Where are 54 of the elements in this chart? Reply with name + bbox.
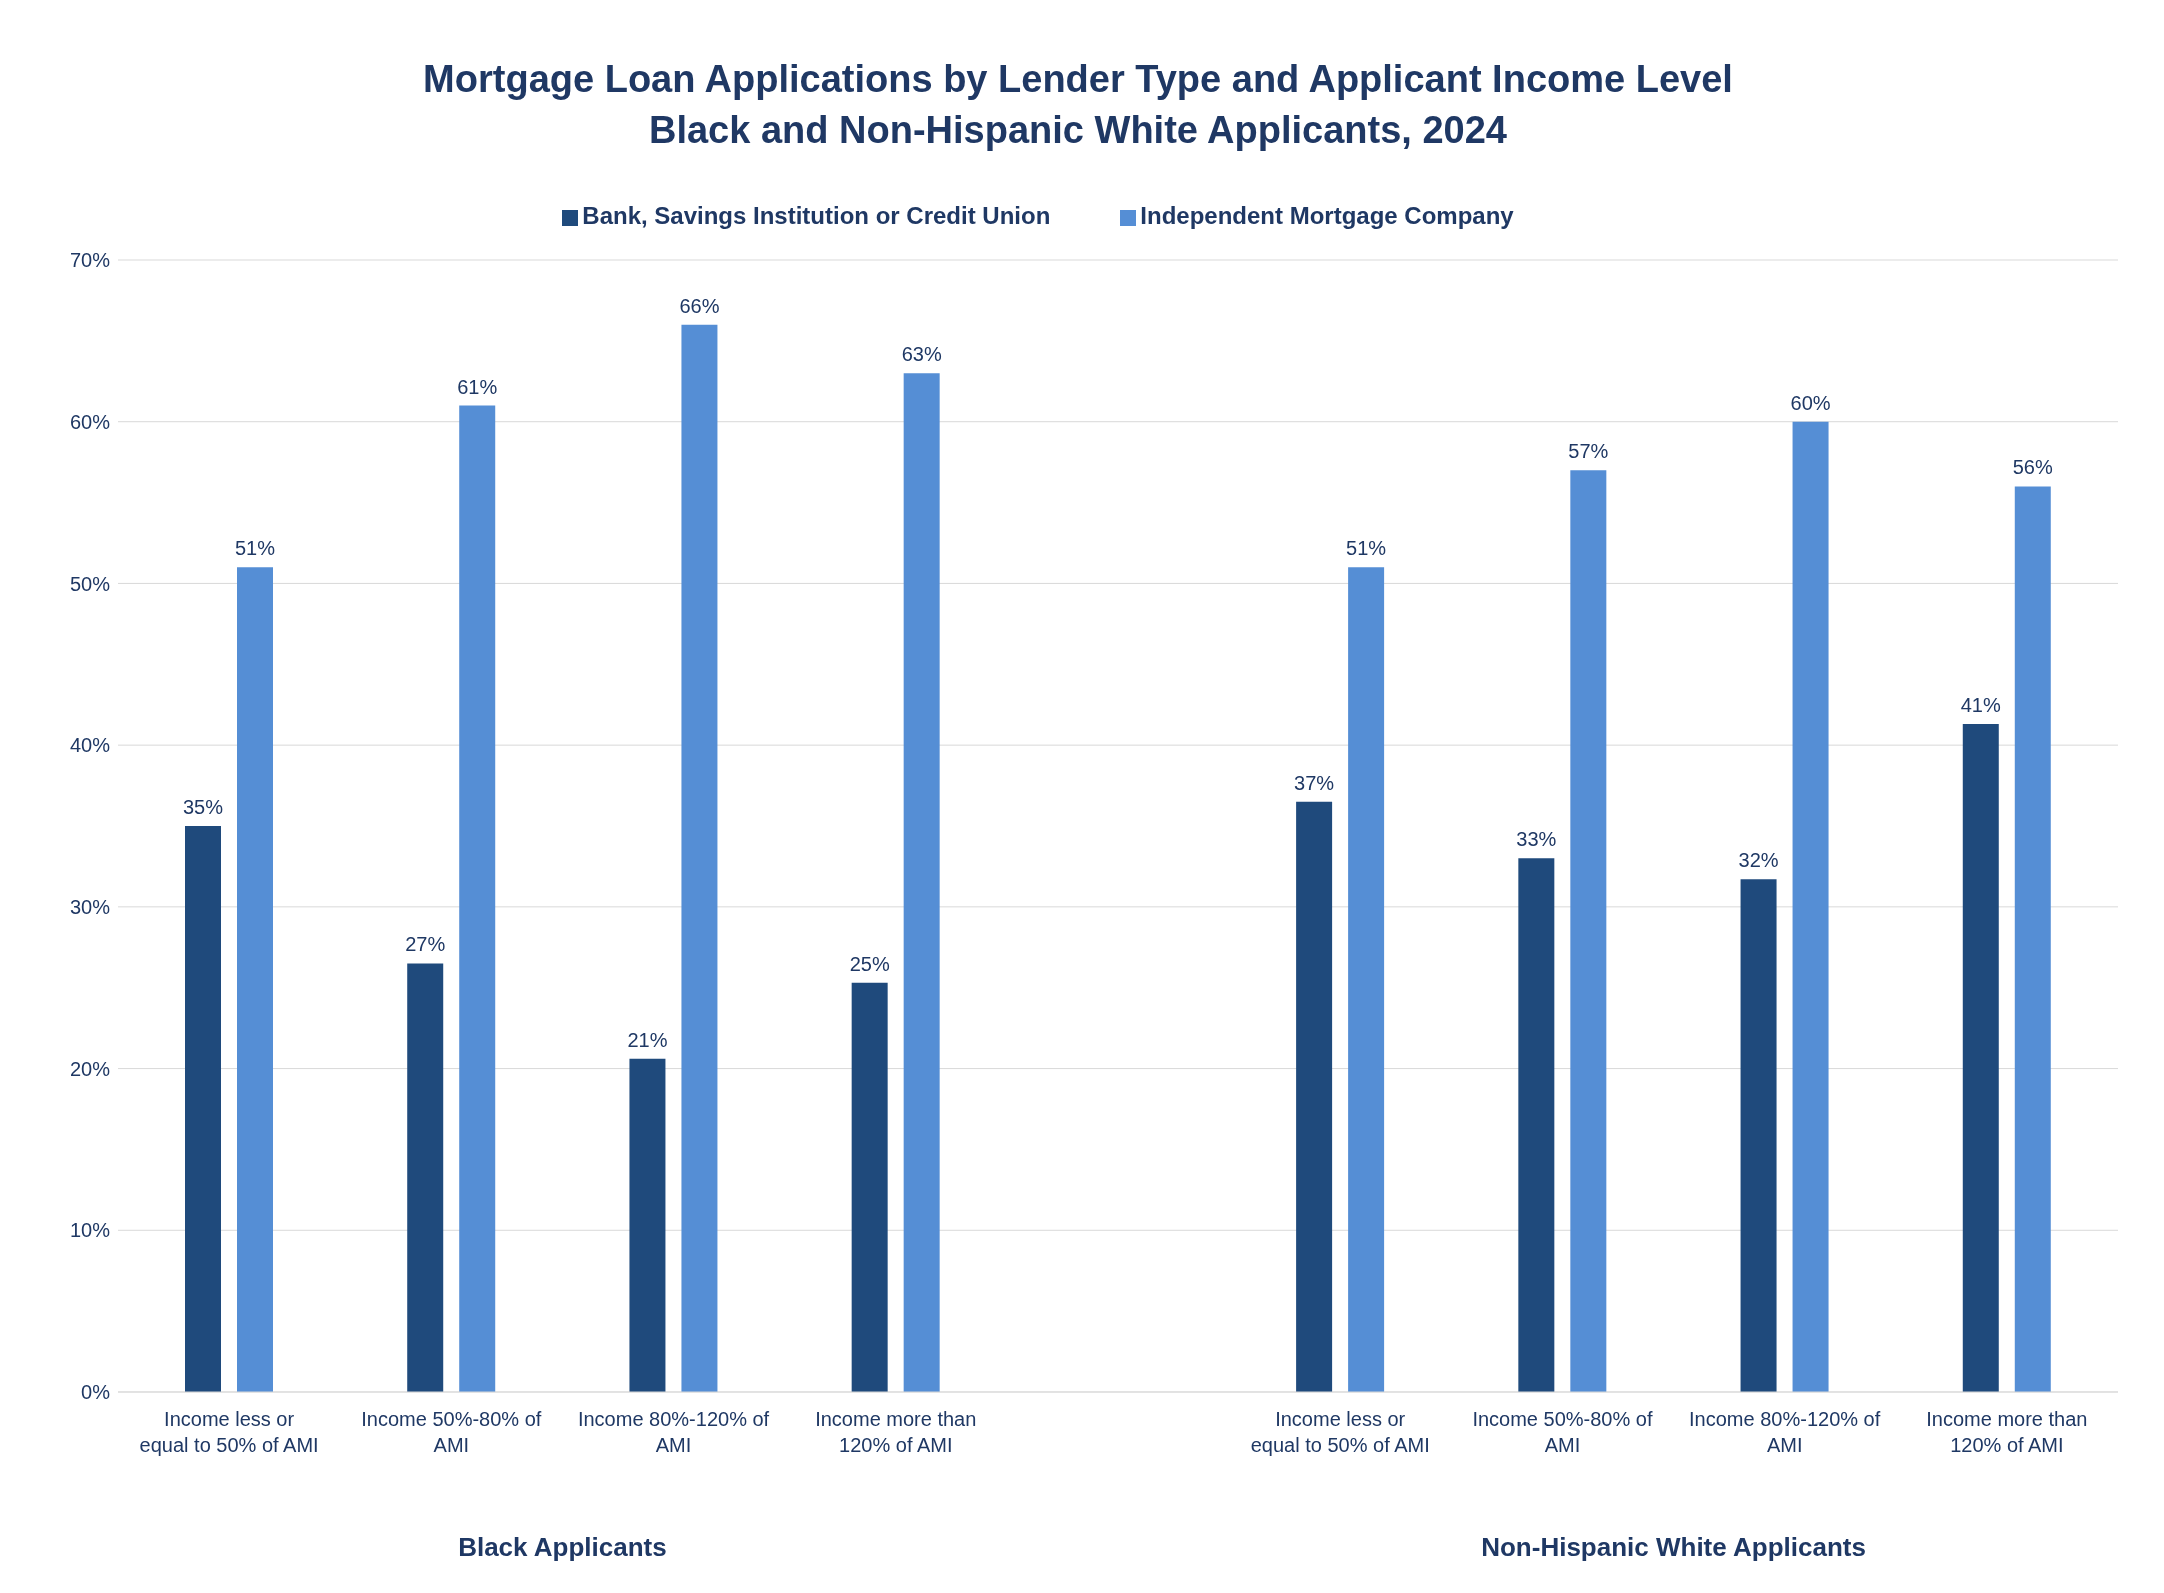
- legend-label: Independent Mortgage Company: [1140, 202, 1514, 229]
- bar: [1740, 879, 1777, 1392]
- data-label: 21%: [627, 1028, 668, 1051]
- data-label: 51%: [1346, 537, 1387, 560]
- bar: [459, 405, 496, 1392]
- legend-label: Bank, Savings Institution or Credit Union: [582, 202, 1051, 229]
- data-label: 37%: [1294, 771, 1335, 794]
- data-label: 66%: [679, 294, 720, 317]
- bar: [2014, 486, 2051, 1392]
- bar: [1348, 567, 1385, 1392]
- data-label: 35%: [182, 796, 224, 818]
- data-label: 41%: [1960, 694, 2002, 717]
- y-tick-label: 20%: [69, 1057, 111, 1080]
- bar: [185, 826, 221, 1392]
- data-label: 56%: [2012, 456, 2054, 479]
- y-tick-label: 60%: [69, 410, 111, 433]
- bar: [629, 1058, 666, 1392]
- y-tick-label: 50%: [69, 572, 111, 595]
- x-tick-label: Income less or equal to 50% of AMI: [139, 1408, 319, 1456]
- bar: [851, 982, 888, 1392]
- data-label: 51%: [234, 537, 276, 560]
- data-label: 25%: [849, 952, 890, 975]
- bar: [1962, 724, 1999, 1392]
- chart-title: Mortgage Loan Applications by Lender Type and Applicant Income Level: [422, 57, 1734, 101]
- data-label: 32%: [1738, 849, 1779, 872]
- bar: [407, 963, 444, 1392]
- x-tick-label: Income 50%-80% of AMI: [361, 1408, 542, 1456]
- data-label: 60%: [1790, 391, 1831, 414]
- bar: [1792, 421, 1829, 1392]
- y-tick-label: 30%: [69, 895, 111, 918]
- y-tick-label: 40%: [69, 734, 111, 757]
- y-tick-label: 10%: [69, 1219, 111, 1242]
- x-tick-label: Income more than 120% of AMI: [1926, 1408, 2088, 1456]
- text: Non-Hispanic White Applicants: [1480, 1532, 1867, 1563]
- y-tick-label: 70%: [69, 249, 111, 272]
- data-label: 63%: [901, 343, 942, 366]
- data-label: 33%: [1516, 828, 1557, 851]
- chart-subtitle: Black and Non-Hispanic White Applicants, 2024: [648, 109, 1508, 152]
- bar: [1296, 801, 1333, 1392]
- x-tick-label: Income more than 120% of AMI: [815, 1408, 977, 1456]
- bar: [237, 567, 273, 1392]
- y-tick-label: 0%: [81, 1381, 111, 1404]
- text: Black Applicants: [457, 1532, 668, 1563]
- x-tick-label: Income less or equal to 50% of AMI: [1250, 1408, 1430, 1456]
- bar: [681, 324, 718, 1392]
- data-label: 57%: [1568, 440, 1609, 463]
- bar: [1570, 470, 1607, 1392]
- data-label: 61%: [457, 375, 498, 398]
- bar: [1518, 858, 1555, 1392]
- x-tick-label: Income 80%-120% of AMI: [577, 1408, 770, 1456]
- data-label: 27%: [405, 933, 446, 956]
- x-tick-label: Income 80%-120% of AMI: [1689, 1408, 1881, 1456]
- bar: [903, 373, 940, 1392]
- x-tick-label: Income 50%-80% of AMI: [1472, 1408, 1653, 1456]
